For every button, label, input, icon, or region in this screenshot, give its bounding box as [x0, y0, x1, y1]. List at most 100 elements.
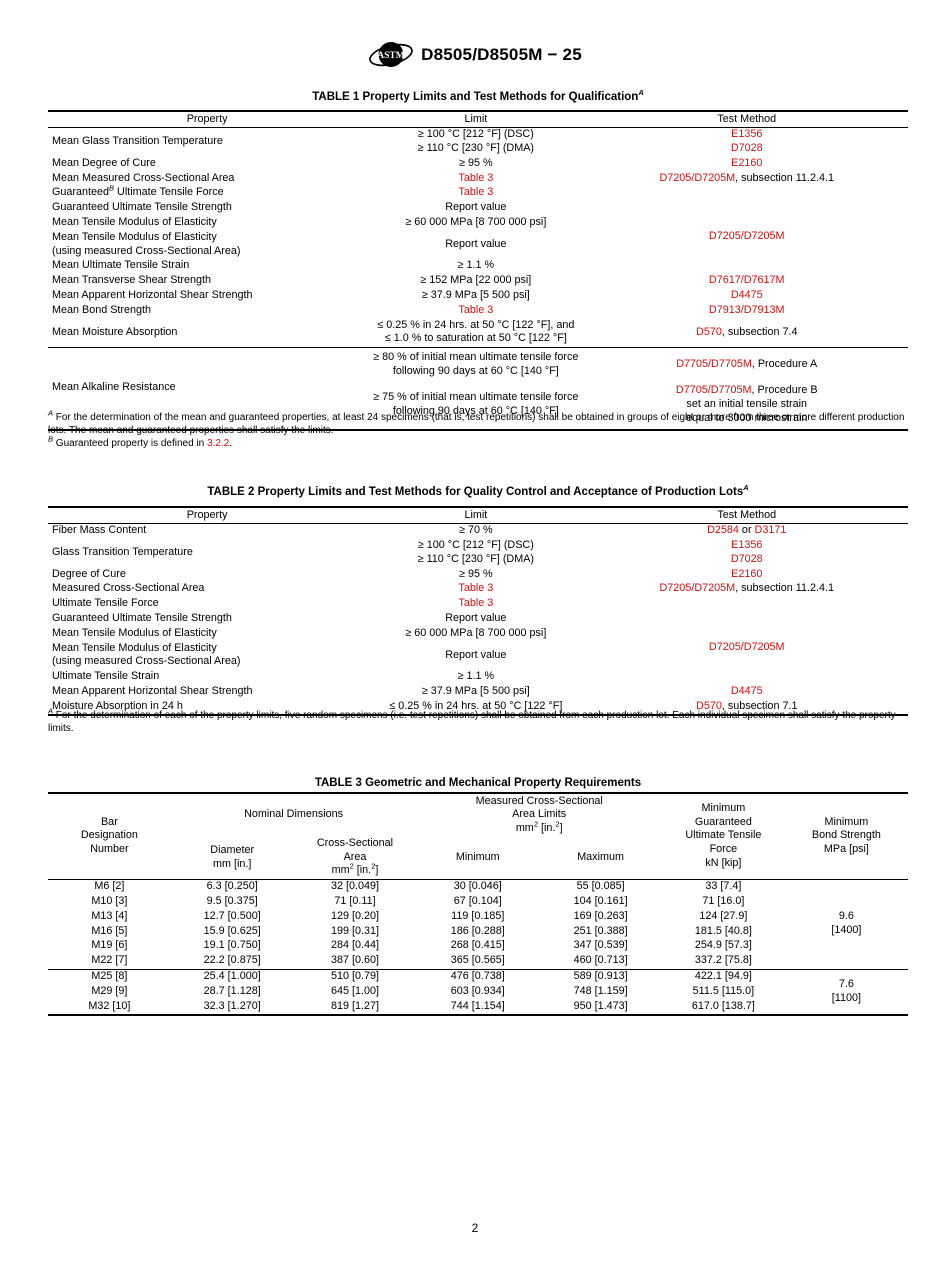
text-segment: 589 [0.913] [573, 970, 628, 983]
reference-link[interactable]: D2584 [707, 524, 739, 537]
text-segment: ≥ 95 % [459, 156, 493, 169]
cell-line: Mean Tensile Modulus of Elasticity [52, 627, 363, 641]
table-cell: D7205/D7205M [585, 626, 908, 669]
cell-line: Maximum [542, 851, 659, 865]
reference-link[interactable]: D4475 [730, 685, 763, 698]
reference-link[interactable]: D570 [696, 325, 722, 338]
table-cell [585, 186, 908, 201]
text-segment: 744 [1.154] [450, 999, 505, 1012]
text-segment: Mean Tensile Modulus of Elasticity [52, 216, 217, 229]
cell-line: 169 [0.263] [542, 910, 659, 924]
cell-line: 268 [0.415] [419, 939, 536, 953]
cell-line: Glass Transition Temperature [52, 546, 363, 560]
table-cell [585, 259, 908, 274]
text-segment: 460 [0.713] [573, 954, 628, 967]
reference-link[interactable]: Table 3 [458, 582, 494, 595]
text-segment: 33 [7.4] [705, 880, 742, 893]
reference-link[interactable]: E1356 [731, 128, 763, 141]
cell-line: Mean Degree of Cure [52, 157, 363, 171]
cell-line: 645 [1.00] [297, 985, 414, 999]
table-cell: D570, subsection 7.4 [585, 318, 908, 347]
cell-line: M13 [4] [51, 910, 168, 924]
text-segment: 129 [0.20] [330, 909, 379, 922]
table-cell: M13 [4] [48, 909, 171, 924]
table2: Property Limit Test Method Fiber Mass Conte… [48, 506, 908, 717]
text-segment: Minimum [701, 801, 746, 814]
table-cell: 199 [0.31] [294, 924, 417, 939]
table-cell: Mean Degree of Cure [48, 156, 366, 171]
text-segment: ≥ 37.9 MPa [5 500 psi] [421, 289, 530, 302]
reference-link[interactable]: D7028 [730, 142, 763, 155]
text-segment: TABLE 2 Property Limits and Test Methods… [207, 486, 744, 498]
reference-link[interactable]: Table 3 [458, 171, 494, 184]
text-segment: M19 [6] [91, 939, 128, 952]
reference-link[interactable]: D7205/D7205M [708, 641, 785, 654]
text-segment: 422.1 [94.9] [694, 970, 752, 983]
table-cell: Table 3 [366, 171, 585, 186]
header-cell: Bar Designation Number [48, 793, 171, 880]
table-cell: ≥ 70 % [366, 523, 585, 538]
text-segment: 55 [0.085] [576, 880, 625, 893]
text-segment: [in. [353, 864, 372, 877]
cell-line: Area [297, 851, 414, 865]
reference-link[interactable]: D7705/D7705M [675, 384, 752, 397]
reference-link[interactable]: E2160 [731, 567, 763, 580]
text-segment: , subsection 7.1 [721, 699, 798, 712]
table-cell: ≥ 75 % of initial mean ultimate tensile … [366, 381, 585, 429]
cell-line: 347 [0.539] [542, 939, 659, 953]
reference-link[interactable]: D4475 [730, 289, 763, 302]
reference-link[interactable]: D7205/D7205M [659, 171, 736, 184]
cell-line: 337.2 [75.8] [665, 954, 782, 968]
text-segment: Mean Bond Strength [52, 303, 152, 316]
text-segment: Limit [464, 508, 488, 521]
text-segment: 169 [0.263] [573, 909, 628, 922]
text-segment: M25 [8] [91, 970, 128, 983]
text-segment: ≥ 75 % of initial mean ultimate tensile … [373, 391, 579, 404]
cell-line: Area Limits [419, 808, 659, 822]
reference-link[interactable]: Table 3 [458, 303, 494, 316]
superscript: A [743, 483, 749, 493]
table-cell: ≤ 0.25 % in 24 hrs. at 50 °C [122 °F] [366, 699, 585, 715]
cell-line: 7.6 [788, 978, 905, 992]
table-cell: Report value [366, 201, 585, 216]
footnote: A For the determination of the mean and … [48, 409, 908, 437]
text-segment: Minimum [455, 850, 500, 863]
reference-link[interactable]: D7205/D7205M [708, 230, 785, 243]
cell-line: 32 [0.049] [297, 880, 414, 894]
cell-line: Measured Cross-Sectional [419, 795, 659, 809]
reference-link[interactable]: D7205/D7205M [659, 582, 736, 595]
table-cell: Mean Apparent Horizontal Shear Strength [48, 289, 366, 304]
text-segment: Ultimate Tensile Strain [52, 670, 160, 683]
reference-link[interactable]: Table 3 [458, 597, 494, 610]
text-segment: Mean Moisture Absorption [52, 325, 178, 338]
reference-link[interactable]: D7913/D7913M [708, 303, 785, 316]
reference-link[interactable]: Table 3 [458, 186, 494, 199]
table-cell: M29 [9] [48, 984, 171, 999]
reference-link[interactable]: D7705/D7705M [676, 357, 752, 370]
table-cell: 28.7 [1.128] [171, 984, 294, 999]
reference-link[interactable]: D3171 [754, 524, 787, 537]
reference-link[interactable]: D7028 [730, 552, 763, 565]
reference-link[interactable]: D7617/D7617M [708, 274, 785, 287]
reference-link[interactable]: E2160 [731, 156, 763, 169]
table-cell: 19.1 [0.750] [171, 939, 294, 954]
table-cell: Mean Tensile Modulus of Elasticity [48, 216, 366, 231]
table-cell: 9.5 [0.375] [171, 895, 294, 910]
cell-line: D570, subsection 7.1 [588, 700, 905, 714]
cell-line: Minimum [788, 816, 905, 830]
text-segment: 9.6 [838, 910, 854, 923]
text-segment: [1100] [831, 991, 861, 1004]
header-cell: Limit [366, 111, 586, 128]
cell-line: equal to 3000 microstrain [588, 412, 905, 426]
table-cell: 32 [0.049] [294, 879, 417, 894]
cell-line: D7205/D7205M [588, 230, 905, 244]
cell-line: M6 [2] [51, 880, 168, 894]
cell-line: Test Method [588, 509, 905, 523]
text-segment: Guaranteed property is defined in [53, 438, 207, 449]
text-segment: Nominal Dimensions [244, 808, 344, 821]
reference-link[interactable]: D570 [696, 699, 722, 712]
reference-link[interactable]: E1356 [731, 539, 763, 552]
text-segment: 32.3 [1.270] [203, 999, 261, 1012]
reference-link[interactable]: 3.2.2 [207, 438, 230, 449]
